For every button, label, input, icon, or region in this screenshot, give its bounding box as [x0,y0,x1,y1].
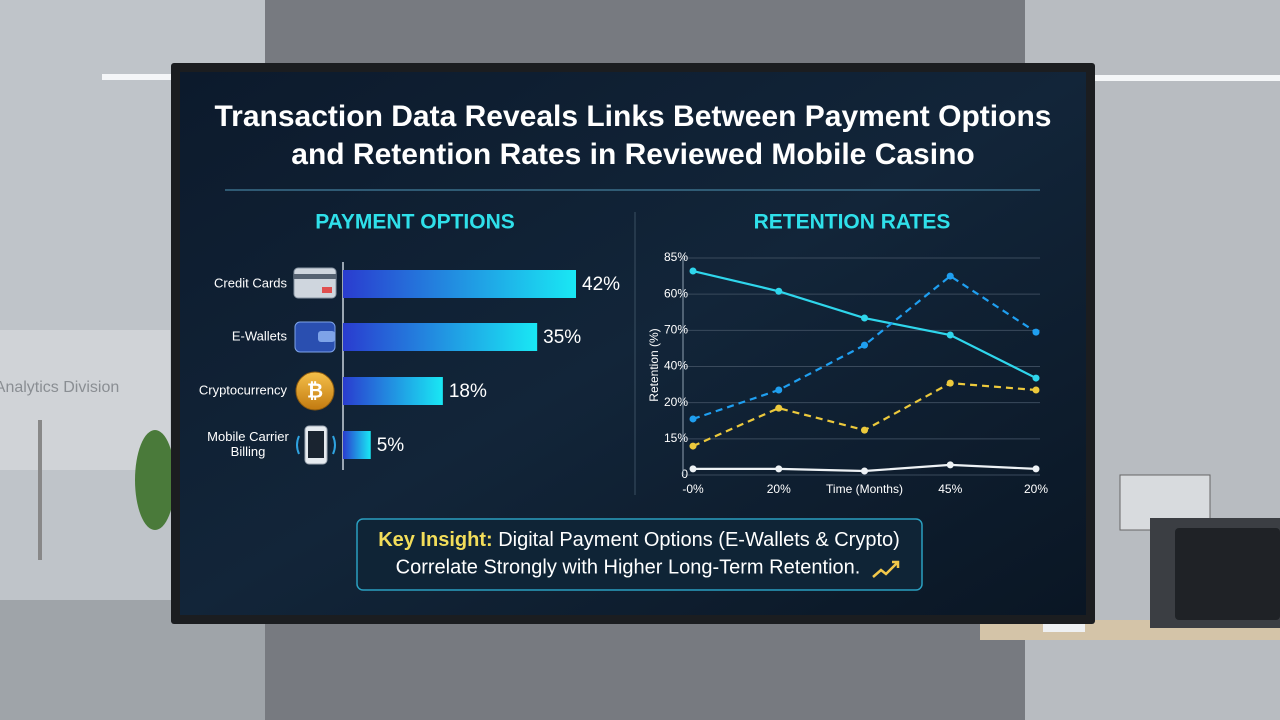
title: Transaction Data Reveals Links Between P… [215,100,1052,133]
insight-line: Key Insight: Digital Payment Options (E-… [378,529,900,551]
x-tick-label: 20% [1024,482,1048,496]
series-line [692,274,1037,420]
plant [135,430,175,530]
x-tick-label: -0% [682,482,704,496]
chart-title: PAYMENT OPTIONS [315,211,515,234]
data-point [946,331,954,339]
chart-title: RETENTION RATES [754,211,951,234]
data-point [689,442,697,450]
y-tick-label: 40% [664,359,688,373]
category-label: Cryptocurrency [199,382,288,397]
data-point [775,404,783,412]
x-tick-label: 20% [767,482,791,496]
value-label: 42% [582,274,620,295]
card-icon [293,267,337,299]
y-tick-label: 70% [664,323,688,337]
category-label: E-Wallets [232,328,288,343]
ceiling-light [1095,75,1280,81]
label-line: Billing [231,444,266,459]
wall-sign: Analytics Division [0,379,119,396]
data-point [861,467,868,475]
title: and Retention Rates in Reviewed Mobile C… [291,138,974,171]
bitcoin-icon: ₿ [295,371,335,411]
data-point [861,341,868,349]
label-line: Mobile Carrier [207,429,289,444]
bar [343,431,371,459]
insight-line: Correlate Strongly with Higher Long-Term… [396,556,861,578]
insight-box [356,518,923,591]
category-label: Mobile Carrier Billing [207,429,289,459]
data-point [1032,374,1040,382]
value-label: 5% [377,435,405,456]
ceiling-light [102,74,172,80]
data-point [1032,328,1040,336]
data-point [1032,465,1040,473]
phone-icon [296,425,336,465]
y-tick-label: 15% [664,431,688,445]
data-point [946,461,954,469]
data-point [775,465,783,473]
y-axis-label: Retention (%) [647,328,661,401]
insight-label: Key Insight: [378,529,492,551]
data-point [861,426,868,434]
bar [343,323,538,351]
data-point [1032,386,1040,394]
data-point [946,379,954,387]
x-axis-label: Time (Months) [826,482,903,496]
value-label: 18% [449,381,487,402]
insight-text: Digital Payment Options (E-Wallets & Cry… [498,529,900,551]
y-tick-label: 20% [664,395,688,409]
y-tick-label: 60% [664,286,688,300]
data-point [689,267,697,275]
bar [343,377,443,405]
bar [343,270,576,298]
y-tick-label: 85% [664,250,688,264]
wallet-icon [294,321,336,353]
y-tick-label: 0 [681,467,688,481]
data-point [689,415,697,423]
data-point [775,287,783,295]
data-point [946,272,954,280]
trend-icon [872,560,900,578]
value-label: 35% [543,327,581,348]
data-point [775,386,783,394]
laptop [1175,528,1280,620]
svg-text:₿: ₿ [307,380,323,402]
category-label: Credit Cards [214,275,287,290]
data-point [861,314,868,322]
data-point [689,465,697,473]
x-tick-label: 45% [938,482,962,496]
